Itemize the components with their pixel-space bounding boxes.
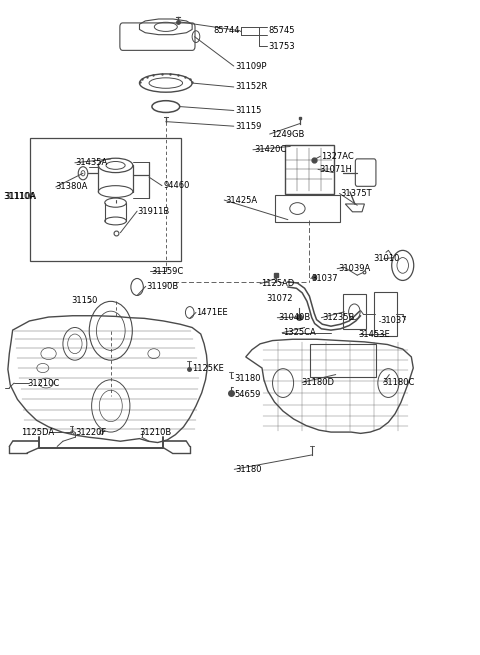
- Text: 31180D: 31180D: [301, 378, 334, 387]
- Text: 31180C: 31180C: [383, 378, 415, 387]
- Text: 31040B: 31040B: [278, 313, 311, 322]
- Text: 31072: 31072: [266, 293, 293, 303]
- Text: 1327AC: 1327AC: [322, 152, 354, 160]
- Text: 31037: 31037: [380, 316, 407, 326]
- Text: 31110A: 31110A: [4, 193, 36, 201]
- Text: 31039A: 31039A: [338, 264, 371, 273]
- Text: 94460: 94460: [163, 181, 190, 190]
- Text: 31453E: 31453E: [359, 329, 390, 339]
- Text: 31210B: 31210B: [140, 428, 172, 437]
- Text: 31115: 31115: [235, 106, 262, 115]
- Text: 31435A: 31435A: [75, 159, 107, 167]
- Text: 31110A: 31110A: [3, 193, 35, 201]
- Text: 85744: 85744: [214, 26, 240, 35]
- Text: 31420C: 31420C: [254, 145, 287, 154]
- Text: 31425A: 31425A: [226, 196, 258, 204]
- Text: 31037: 31037: [312, 274, 338, 283]
- Text: 1249GB: 1249GB: [271, 130, 304, 138]
- Text: 31071H: 31071H: [319, 165, 352, 174]
- Text: 31380A: 31380A: [56, 183, 88, 191]
- Text: 31152R: 31152R: [235, 83, 267, 92]
- Text: 31159C: 31159C: [152, 267, 184, 276]
- Text: 31180: 31180: [235, 465, 262, 474]
- Text: 31911B: 31911B: [137, 207, 169, 215]
- Text: 1125AD: 1125AD: [262, 279, 295, 288]
- Text: 31109P: 31109P: [235, 62, 267, 71]
- Text: 31753: 31753: [269, 42, 295, 51]
- Text: 31190B: 31190B: [147, 282, 179, 291]
- Text: 31220F: 31220F: [75, 428, 106, 437]
- Text: 1125DA: 1125DA: [21, 428, 54, 437]
- Text: 54659: 54659: [234, 390, 261, 399]
- Text: 31210C: 31210C: [27, 379, 59, 388]
- Text: 31375T: 31375T: [340, 189, 372, 198]
- Text: 31159: 31159: [235, 122, 262, 131]
- Text: 31235B: 31235B: [323, 313, 355, 322]
- Text: 31150: 31150: [72, 296, 98, 305]
- Text: 1471EE: 1471EE: [196, 308, 228, 317]
- Text: 85745: 85745: [269, 26, 295, 35]
- Text: 31010: 31010: [373, 254, 399, 263]
- Text: 1325CA: 1325CA: [283, 328, 316, 337]
- Text: 31180: 31180: [234, 374, 261, 383]
- Text: 1125KE: 1125KE: [192, 364, 224, 373]
